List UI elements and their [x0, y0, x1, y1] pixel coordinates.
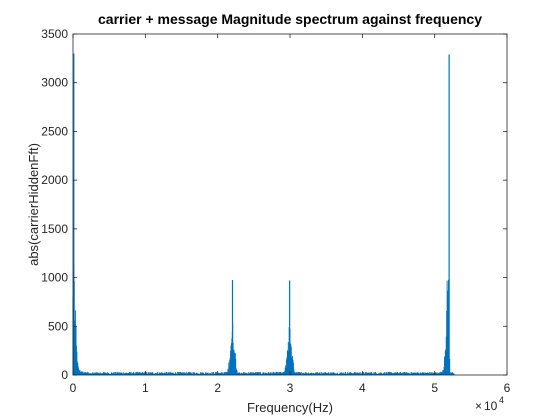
x-tick-label: 1	[142, 381, 149, 395]
y-tick-label: 3500	[41, 27, 68, 41]
x-tick-label: 2	[214, 381, 221, 395]
x-tick-label: 3	[287, 381, 294, 395]
y-tick-label: 3000	[41, 76, 68, 90]
y-axis-label: abs(carrierHiddenFft)	[26, 143, 41, 266]
x-tick-label: 4	[359, 381, 366, 395]
x-exponent-power: 4	[499, 395, 504, 405]
x-tick-label: 5	[431, 381, 438, 395]
y-tick-label: 2000	[41, 173, 68, 187]
x-exponent: × 10 4	[475, 395, 504, 413]
y-tick-label: 1500	[41, 222, 68, 236]
x-tick-label: 0	[70, 381, 77, 395]
chart-title: carrier + message Magnitude spectrum aga…	[98, 11, 482, 27]
x-exponent-base: 10	[484, 399, 498, 413]
axes-box	[72, 33, 508, 376]
x-exponent-times: ×	[475, 399, 482, 413]
y-tick-label: 500	[48, 319, 68, 333]
y-tick-label: 1000	[41, 271, 68, 285]
x-axis-label: Frequency(Hz)	[247, 400, 333, 415]
tick-layer: 0 1 2 3 4 5 6 0 500 1000 1500 2000 2500 3000 3500	[41, 27, 510, 395]
x-tick-label: 6	[504, 381, 511, 395]
y-tick-label: 2500	[41, 124, 68, 138]
y-tick-label: 0	[61, 368, 68, 382]
